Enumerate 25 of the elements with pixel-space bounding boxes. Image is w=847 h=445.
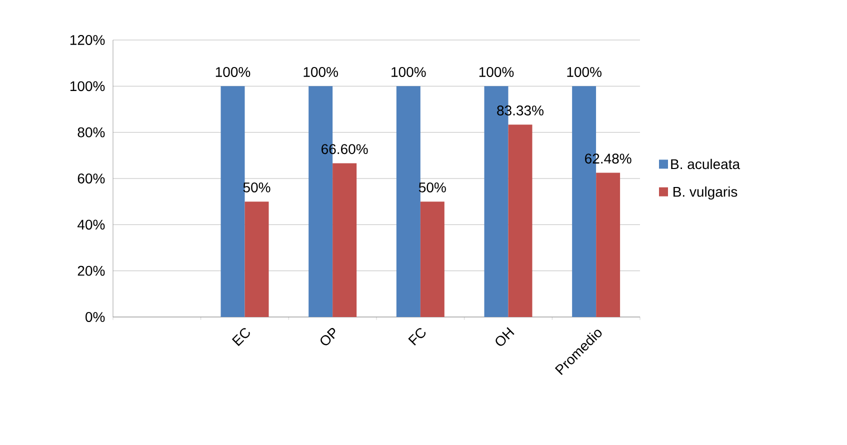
y-tick-label: 80% [78,127,105,138]
data-label: 100% [216,67,250,77]
data-label: 100% [392,67,426,77]
bar [332,163,357,317]
bar [508,124,532,317]
y-tick-label: 120% [70,35,105,45]
legend-label: B. vulgaris [674,186,738,200]
data-label: 100% [567,67,602,77]
y-tick-label: 0% [86,312,105,322]
data-label: 100% [479,67,514,77]
y-tick-label: 40% [77,220,105,230]
y-tick-label: 60% [78,174,105,184]
bar [420,202,444,317]
x-tick-label: EC [232,328,250,346]
bar [244,202,269,317]
x-tick-label: OP [320,328,336,346]
bar [596,172,620,317]
data-label: 100% [304,67,338,77]
x-tick-label: FC [408,328,426,346]
bar [396,86,420,317]
bar [220,86,245,317]
legend-label: B. aculeata [671,158,740,170]
x-tick-label: OH [496,327,514,346]
y-tick-label: 20% [78,266,105,276]
y-tick-label: 100% [70,81,105,92]
